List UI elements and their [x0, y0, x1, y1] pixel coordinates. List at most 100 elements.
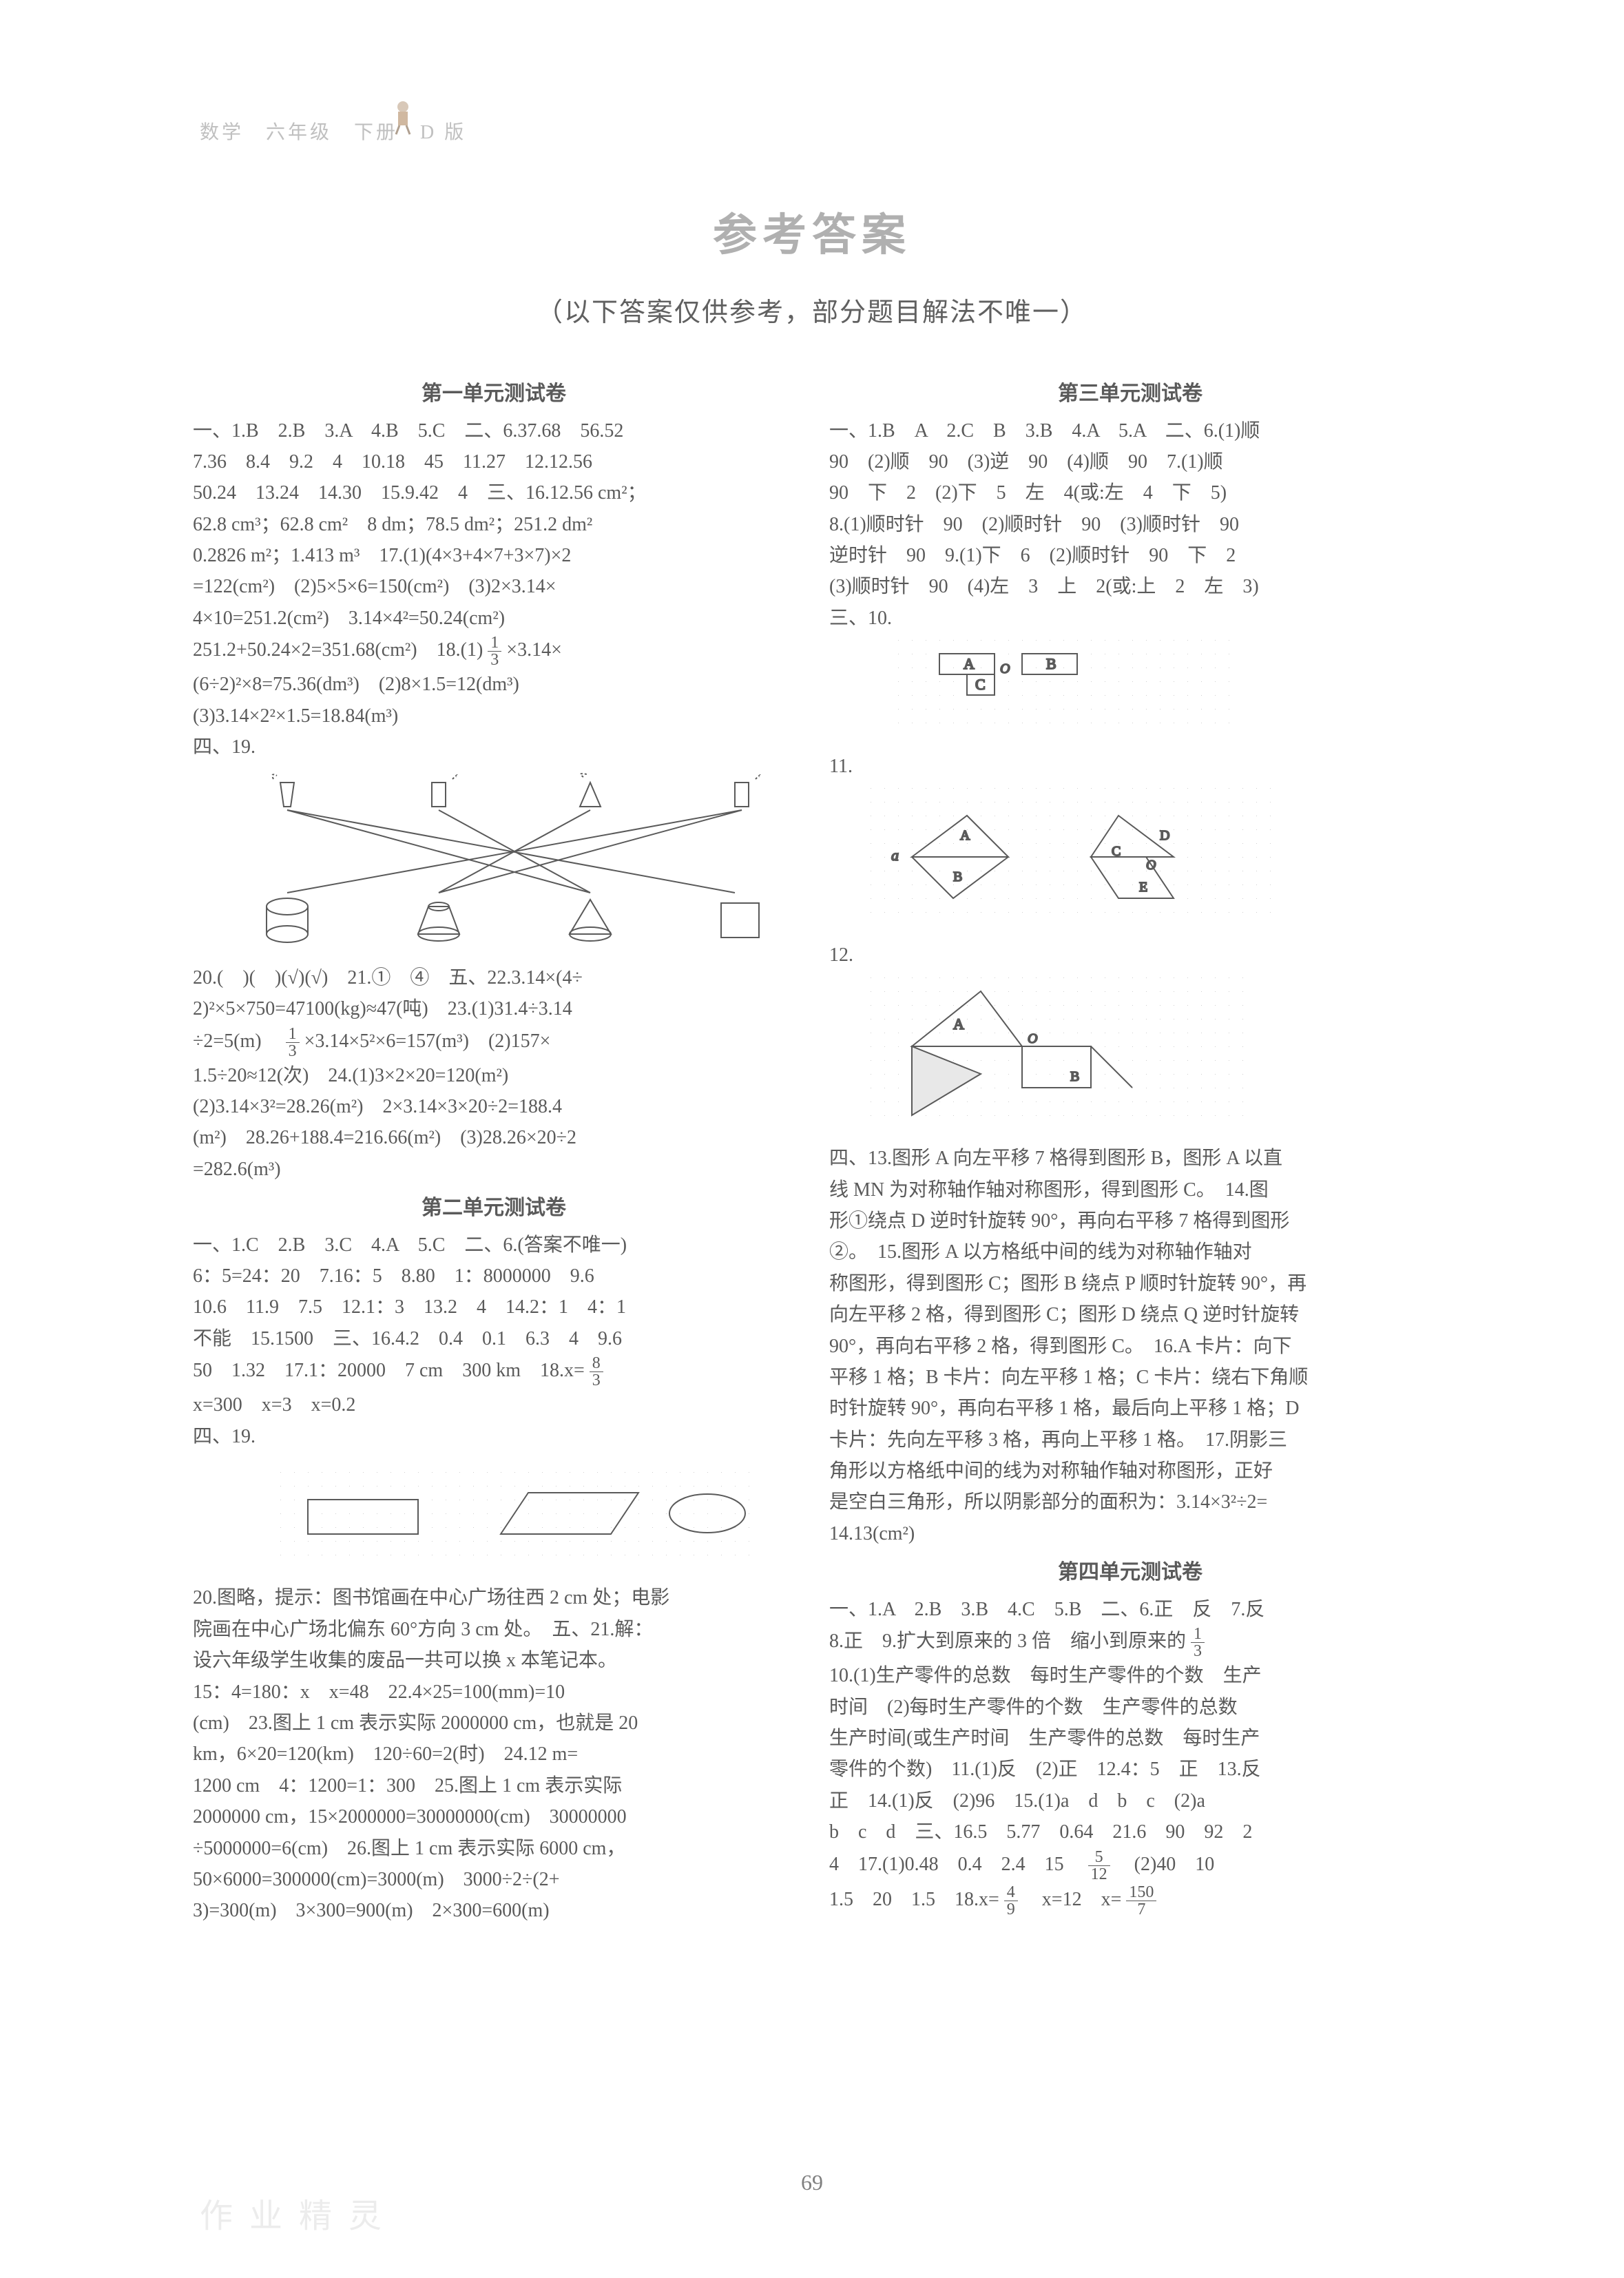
answer-text: 4×10=251.2(cm²) 3.14×4²=50.24(cm²) — [193, 603, 795, 633]
answer-text: 15：4=180：x x=48 22.4×25=100(mm)=10 — [193, 1677, 795, 1707]
fraction: 512 — [1088, 1849, 1110, 1883]
answer-text: 8.(1)顺时针 90 (2)顺时针 90 (3)顺时针 90 — [829, 510, 1431, 539]
answer-text: 设六年级学生收集的废品一共可以换 x 本笔记本。 — [193, 1646, 795, 1675]
answer-text: 向左平移 2 格，得到图形 C；图形 D 绕点 Q 逆时针旋转 — [829, 1300, 1431, 1329]
answer-text: 0.2826 m²；1.413 m³ 17.(1)(4×3+4×7+3×7)×2 — [193, 541, 795, 570]
diagram-unit3-q11: a A B C D E O — [871, 788, 1284, 926]
answer-text: 2000000 cm，15×2000000=30000000(cm) 30000… — [193, 1802, 795, 1832]
unit2-title: 第二单元测试卷 — [193, 1192, 795, 1225]
answer-text: x=300 x=3 x=0.2 — [193, 1390, 795, 1420]
header-figure-icon — [386, 96, 420, 138]
answer-text: (2)40 10 — [1115, 1853, 1215, 1874]
answer-text: 2)²×5×750=47100(kg)≈47(吨) 23.(1)31.4÷3.1… — [193, 994, 795, 1024]
answer-text: 4 17.(1)0.48 0.4 2.4 15 512 (2)40 10 — [829, 1849, 1431, 1883]
watermark: 作 业 精 灵 — [200, 2188, 386, 2237]
answer-text: 正 14.(1)反 (2)96 15.(1)a d b c (2)a — [829, 1786, 1431, 1816]
answer-text: 10.6 11.9 7.5 12.1：3 13.2 4 14.2：1 4：1 — [193, 1292, 795, 1322]
page-title: 参考答案 — [193, 200, 1431, 263]
answer-text: 10.(1)生产零件的总数 每时生产零件的个数 生产 — [829, 1661, 1431, 1690]
answer-text: ÷2=5(m) — [193, 1031, 281, 1052]
page-subtitle: （以下答案仅供参考，部分题目解法不唯一） — [193, 291, 1431, 329]
answer-text: 1.5 20 1.5 18.x= — [829, 1888, 999, 1909]
svg-text:O: O — [1000, 661, 1010, 676]
svg-text:D: D — [1160, 828, 1169, 843]
left-column: 第一单元测试卷 一、1.B 2.B 3.A 4.B 5.C 二、6.37.68 … — [193, 370, 795, 1927]
answer-text: 251.2+50.24×2=351.68(cm²) 18.(1) 13 ×3.1… — [193, 634, 795, 668]
answer-text: ÷5000000=6(cm) 26.图上 1 cm 表示实际 6000 cm， — [193, 1834, 795, 1863]
fraction: 13 — [488, 634, 501, 668]
svg-text:C: C — [1112, 844, 1121, 859]
fraction: 49 — [1004, 1884, 1018, 1918]
content-columns: 第一单元测试卷 一、1.B 2.B 3.A 4.B 5.C 二、6.37.68 … — [193, 370, 1431, 1927]
answer-text: =282.6(m³) — [193, 1154, 795, 1184]
fraction: 1507 — [1126, 1884, 1156, 1918]
unit4-title: 第四单元测试卷 — [829, 1557, 1431, 1589]
unit1-title: 第一单元测试卷 — [193, 378, 795, 411]
answer-text: (3)3.14×2²×1.5=18.84(m³) — [193, 701, 795, 731]
answer-text: 线 MN 为对称轴作轴对称图形，得到图形 C。 14.图 — [829, 1175, 1431, 1205]
answer-text: 50.24 13.24 14.30 15.9.42 4 三、16.12.56 c… — [193, 478, 795, 508]
answer-text: 一、1.B 2.B 3.A 4.B 5.C 二、6.37.68 56.52 — [193, 416, 795, 446]
svg-text:A: A — [960, 828, 970, 843]
answer-text: 一、1.B A 2.C B 3.B 4.A 5.A 二、6.(1)顺 — [829, 416, 1431, 446]
answer-text: 1.5÷20≈12(次) 24.(1)3×2×20=120(m²) — [193, 1061, 795, 1090]
book-header: 数学 六年级 下册 D 版 — [200, 117, 466, 145]
answer-text: 不能 15.1500 三、16.4.2 0.4 0.1 6.3 4 9.6 — [193, 1324, 795, 1354]
fraction: 83 — [590, 1355, 603, 1389]
answer-text: 院画在中心广场北偏东 60°方向 3 cm 处。 五、21.解： — [193, 1615, 795, 1644]
answer-text: ×3.14×5²×6=157(m³) (2)157× — [304, 1031, 551, 1052]
answer-text: 50 1.32 17.1：20000 7 cm 300 km 18.x= 83 — [193, 1355, 795, 1389]
answer-text: 四、13.图形 A 向左平移 7 格得到图形 B，图形 A 以直 — [829, 1143, 1431, 1173]
answer-text: 62.8 cm³；62.8 cm² 8 dm；78.5 dm²；251.2 dm… — [193, 510, 795, 539]
svg-text:B: B — [1070, 1069, 1079, 1084]
answer-text: 生产时间(或生产时间 生产零件的总数 每时生产 — [829, 1723, 1431, 1753]
answer-text: 卡片：先向左平移 3 格，再向上平移 1 格。 17.阴影三 — [829, 1425, 1431, 1455]
answer-text: 四、19. — [193, 732, 795, 762]
svg-text:a: a — [891, 847, 899, 864]
answer-text: 是空白三角形，所以阴影部分的面积为：3.14×3²÷2= — [829, 1487, 1431, 1517]
answer-text: 8.正 9.扩大到原来的 3 倍 缩小到原来的 13 — [829, 1626, 1431, 1659]
answer-text: 一、1.C 2.B 3.C 4.A 5.C 二、6.(答案不唯一) — [193, 1230, 795, 1260]
answer-text: 251.2+50.24×2=351.68(cm²) 18.(1) — [193, 639, 483, 661]
answer-text: 90°，再向右平移 2 格，得到图形 C。 16.A 卡片：向下 — [829, 1332, 1431, 1361]
right-column: 第三单元测试卷 一、1.B A 2.C B 3.B 4.A 5.A 二、6.(1… — [829, 370, 1431, 1927]
answer-text: 11. — [829, 752, 1431, 781]
svg-text:A: A — [964, 655, 975, 672]
unit3-title: 第三单元测试卷 — [829, 378, 1431, 411]
page-number: 69 — [801, 2170, 823, 2195]
answer-text: 90 (2)顺 90 (3)逆 90 (4)顺 90 7.(1)顺 — [829, 447, 1431, 477]
svg-text:E: E — [1139, 880, 1147, 895]
answer-text: ÷2=5(m) 13 ×3.14×5²×6=157(m³) (2)157× — [193, 1026, 795, 1059]
answer-text: 一、1.A 2.B 3.B 4.C 5.B 二、6.正 反 7.反 — [829, 1595, 1431, 1624]
diagram-unit1-q19 — [193, 769, 795, 948]
answer-text: 50 1.32 17.1：20000 7 cm 300 km 18.x= — [193, 1360, 585, 1381]
svg-text:B: B — [953, 869, 962, 884]
answer-text: 四、19. — [193, 1422, 795, 1451]
answer-text: 20.图略，提示：图书馆画在中心广场往西 2 cm 处；电影 — [193, 1583, 795, 1613]
svg-text:O: O — [1146, 858, 1156, 873]
answer-text: 角形以方格纸中间的线为对称轴作轴对称图形，正好 — [829, 1456, 1431, 1486]
answer-text: 时间 (2)每时生产零件的个数 生产零件的总数 — [829, 1692, 1431, 1722]
answer-text: 平移 1 格；B 卡片：向左平移 1 格；C 卡片：绕右下角顺 — [829, 1363, 1431, 1392]
answer-text: ×3.14× — [506, 639, 562, 661]
svg-text:A: A — [953, 1015, 964, 1033]
answer-text: (cm) 23.图上 1 cm 表示实际 2000000 cm，也就是 20 — [193, 1708, 795, 1738]
answer-text: 20.( )( )(√)(√) 21.① ④ 五、22.3.14×(4÷ — [193, 963, 795, 993]
svg-text:O: O — [1028, 1031, 1037, 1046]
answer-text: 50×6000=300000(cm)=3000(m) 3000÷2÷(2+ — [193, 1865, 795, 1894]
answer-text: x=12 x= — [1023, 1888, 1122, 1909]
answer-text: km，6×20=120(km) 120÷60=2(时) 24.12 m= — [193, 1739, 795, 1769]
answer-text: 时针旋转 90°，再向右平移 1 格，最后向上平移 1 格；D — [829, 1394, 1431, 1423]
answer-text: 称图形，得到图形 C；图形 B 绕点 P 顺时针旋转 90°，再 — [829, 1269, 1431, 1298]
answer-text: 8.正 9.扩大到原来的 3 倍 缩小到原来的 — [829, 1630, 1186, 1652]
answer-text: 12. — [829, 940, 1431, 970]
answer-text: 逆时针 90 9.(1)下 6 (2)顺时针 90 下 2 — [829, 541, 1431, 570]
answer-text: =122(cm²) (2)5×5×6=150(cm²) (3)2×3.14× — [193, 572, 795, 601]
fraction: 13 — [1191, 1626, 1205, 1659]
answer-text: 1200 cm 4：1200=1：300 25.图上 1 cm 表示实际 — [193, 1771, 795, 1801]
diagram-unit3-q10: A B C O — [898, 640, 1242, 736]
answer-text: 零件的个数) 11.(1)反 (2)正 12.4：5 正 13.反 — [829, 1754, 1431, 1784]
answer-text: 6：5=24：20 7.16：5 8.80 1：8000000 9.6 — [193, 1261, 795, 1291]
answer-text: 90 下 2 (2)下 5 左 4(或:左 4 下 5) — [829, 478, 1431, 508]
answer-text: 14.13(cm²) — [829, 1519, 1431, 1549]
